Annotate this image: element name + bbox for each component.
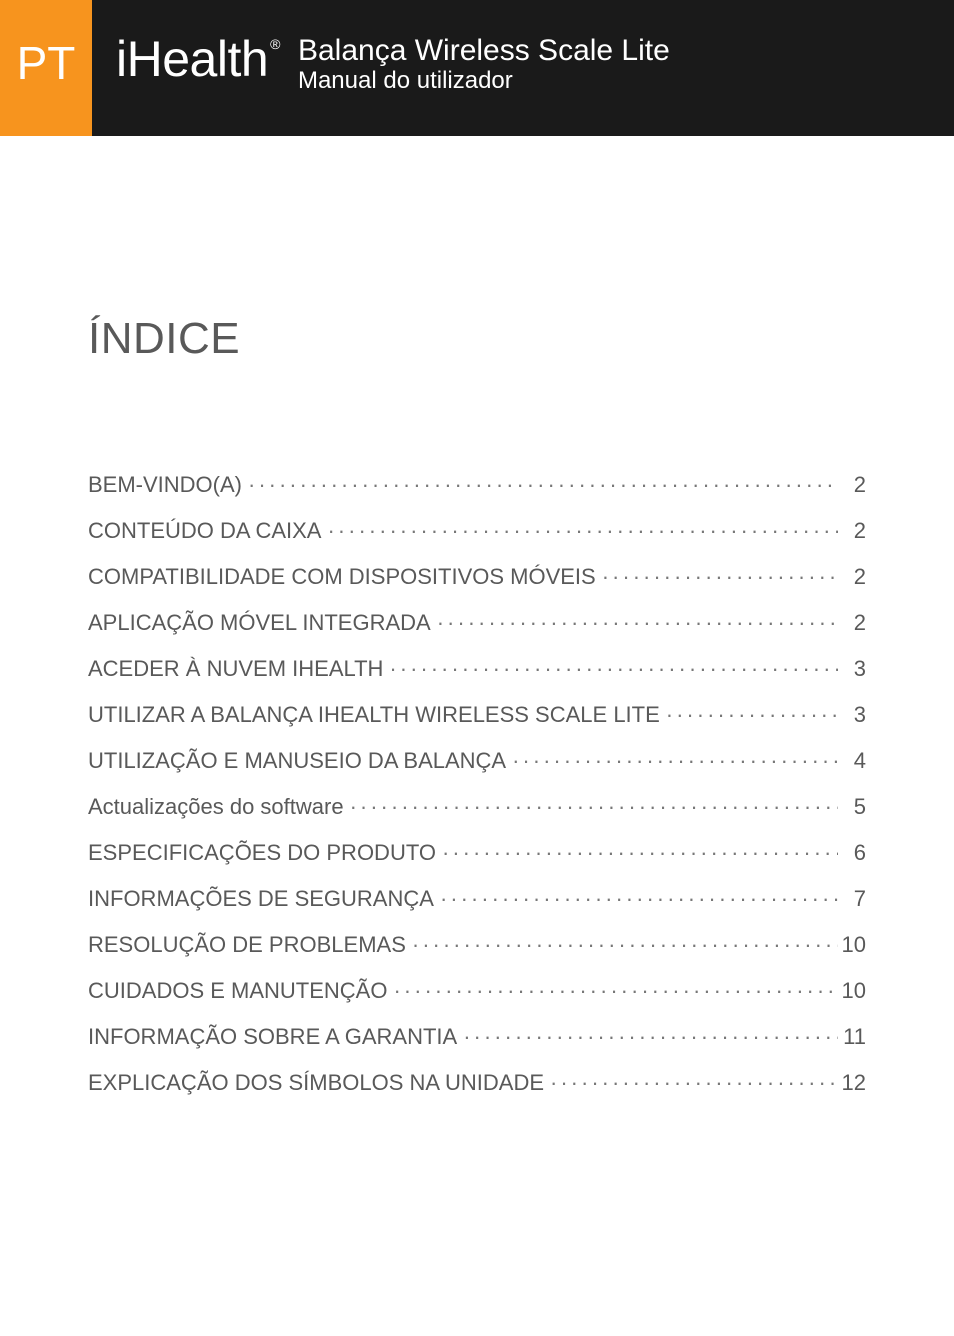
toc-leader-dots — [596, 564, 838, 590]
brand-logo: iHealth ® — [116, 30, 280, 88]
toc-entry-label: INFORMAÇÃO SOBRE A GARANTIA — [88, 1024, 457, 1050]
toc-leader-dots — [436, 840, 838, 866]
toc-row: COMPATIBILIDADE COM DISPOSITIVOS MÓVEIS 2 — [88, 564, 866, 590]
toc-leader-dots — [321, 518, 838, 544]
toc-row: APLICAÇÃO MÓVEL INTEGRADA 2 — [88, 610, 866, 636]
toc-entry-page: 7 — [838, 886, 866, 912]
toc-leader-dots — [383, 656, 838, 682]
toc-row: UTILIZAR A BALANÇA IHEALTH WIRELESS SCAL… — [88, 702, 866, 728]
toc-entry-label: BEM-VINDO(A) — [88, 472, 242, 498]
toc-entry-label: UTILIZAR A BALANÇA IHEALTH WIRELESS SCAL… — [88, 702, 660, 728]
toc-entry-label: EXPLICAÇÃO DOS SÍMBOLOS NA UNIDADE — [88, 1070, 544, 1096]
toc-leader-dots — [544, 1070, 838, 1096]
toc-entry-page: 3 — [838, 702, 866, 728]
toc-entry-page: 2 — [838, 472, 866, 498]
toc-entry-page: 2 — [838, 610, 866, 636]
toc-entry-page: 3 — [838, 656, 866, 682]
toc-row: UTILIZAÇÃO E MANUSEIO DA BALANÇA 4 — [88, 748, 866, 774]
language-badge: PT — [0, 0, 92, 136]
toc-entry-label: CUIDADOS E MANUTENÇÃO — [88, 978, 387, 1004]
toc-row: CUIDADOS E MANUTENÇÃO 10 — [88, 978, 866, 1004]
brand-name: iHealth — [116, 30, 268, 88]
toc-entry-page: 2 — [838, 518, 866, 544]
page-header: PT iHealth ® Balança Wireless Scale Lite… — [0, 0, 954, 136]
toc-entry-page: 10 — [838, 932, 866, 958]
title-block: Balança Wireless Scale Lite Manual do ut… — [298, 30, 670, 96]
toc-leader-dots — [406, 932, 838, 958]
toc-entry-label: COMPATIBILIDADE COM DISPOSITIVOS MÓVEIS — [88, 564, 596, 590]
toc-row: EXPLICAÇÃO DOS SÍMBOLOS NA UNIDADE 12 — [88, 1070, 866, 1096]
toc-entry-label: ESPECIFICAÇÕES DO PRODUTO — [88, 840, 436, 866]
toc-entry-label: Actualizações do software — [88, 794, 344, 820]
toc-row: Actualizações do software 5 — [88, 794, 866, 820]
toc-row: ESPECIFICAÇÕES DO PRODUTO 6 — [88, 840, 866, 866]
toc-entry-page: 2 — [838, 564, 866, 590]
page-content: ÍNDICE BEM-VINDO(A)2CONTEÚDO DA CAIXA2CO… — [0, 136, 954, 1096]
toc-entry-label: INFORMAÇÕES DE SEGURANÇA — [88, 886, 434, 912]
toc-heading: ÍNDICE — [88, 314, 866, 364]
toc-entry-page: 4 — [838, 748, 866, 774]
registered-mark: ® — [270, 36, 280, 52]
toc-entry-label: APLICAÇÃO MÓVEL INTEGRADA — [88, 610, 431, 636]
toc-leader-dots — [506, 748, 838, 774]
toc-entry-page: 11 — [838, 1024, 866, 1050]
toc-list: BEM-VINDO(A)2CONTEÚDO DA CAIXA2COMPATIBI… — [88, 472, 866, 1096]
toc-entry-label: CONTEÚDO DA CAIXA — [88, 518, 321, 544]
toc-leader-dots — [660, 702, 838, 728]
toc-row: CONTEÚDO DA CAIXA 2 — [88, 518, 866, 544]
toc-leader-dots — [431, 610, 838, 636]
language-code: PT — [17, 36, 76, 90]
toc-row: ACEDER À NUVEM IHEALTH 3 — [88, 656, 866, 682]
toc-entry-label: UTILIZAÇÃO E MANUSEIO DA BALANÇA — [88, 748, 506, 774]
toc-entry-page: 6 — [838, 840, 866, 866]
toc-entry-label: RESOLUÇÃO DE PROBLEMAS — [88, 932, 406, 958]
toc-entry-label: ACEDER À NUVEM IHEALTH — [88, 656, 383, 682]
product-title: Balança Wireless Scale Lite — [298, 34, 670, 67]
toc-entry-page: 12 — [838, 1070, 866, 1096]
toc-leader-dots — [457, 1024, 838, 1050]
toc-entry-page: 5 — [838, 794, 866, 820]
toc-leader-dots — [387, 978, 838, 1004]
toc-row: INFORMAÇÕES DE SEGURANÇA 7 — [88, 886, 866, 912]
document-subtitle: Manual do utilizador — [298, 67, 670, 96]
toc-row: BEM-VINDO(A) 2 — [88, 472, 866, 498]
toc-leader-dots — [242, 472, 838, 498]
toc-row: RESOLUÇÃO DE PROBLEMAS 10 — [88, 932, 866, 958]
toc-entry-page: 10 — [838, 978, 866, 1004]
toc-leader-dots — [434, 886, 838, 912]
brand-block: iHealth ® Balança Wireless Scale Lite Ma… — [92, 0, 670, 136]
toc-row: INFORMAÇÃO SOBRE A GARANTIA 11 — [88, 1024, 866, 1050]
toc-leader-dots — [344, 794, 838, 820]
